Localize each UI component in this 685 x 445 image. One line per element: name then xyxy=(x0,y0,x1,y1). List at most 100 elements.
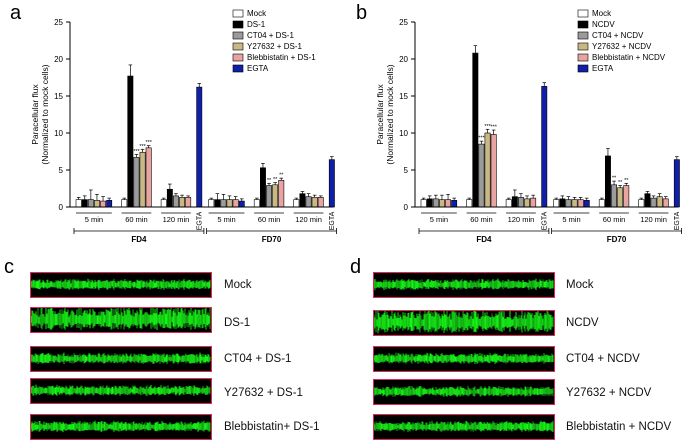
micrograph-label: NCDV xyxy=(566,317,599,329)
egta-label: EGTA xyxy=(329,211,336,230)
bar xyxy=(426,198,433,208)
bar xyxy=(524,198,530,208)
bar xyxy=(259,167,266,208)
timepoint-label: 5 min xyxy=(562,215,580,224)
micrograph-image xyxy=(374,352,554,364)
micrograph-blebbistatin-ncdv xyxy=(373,414,555,440)
micrograph-label: Mock xyxy=(566,279,594,291)
significance-label: *** xyxy=(139,144,146,150)
bar-chart-a: 0 5 10 15 20 25 Paracellular flux (Normalized t… xyxy=(30,9,337,244)
micrograph-label: Blebbistatin + NCDV xyxy=(566,421,672,433)
significance-label: ** xyxy=(279,173,284,179)
group-label: FD70 xyxy=(262,235,282,244)
micrograph-blebbistatin-ds1 xyxy=(30,414,212,440)
micrograph-image xyxy=(31,352,211,365)
panel-letter-d: d xyxy=(350,256,362,278)
y-tick-label: 0 xyxy=(59,203,64,212)
bar xyxy=(266,185,272,208)
micrograph-ds1 xyxy=(30,307,212,333)
significance-label: ** xyxy=(273,177,278,183)
bar xyxy=(638,199,645,208)
bar-egta xyxy=(196,86,203,208)
bar xyxy=(553,199,560,208)
y-tick-label: 5 xyxy=(59,166,64,175)
bar xyxy=(656,196,663,208)
bar xyxy=(559,198,566,208)
legend-label: NCDV xyxy=(592,20,615,29)
micrograph-mock-ncdv xyxy=(373,272,555,298)
timepoint-label: 60 min xyxy=(603,215,626,224)
egta-label: EGTA xyxy=(674,211,681,230)
legend-label: EGTA xyxy=(592,64,614,73)
bar xyxy=(278,180,285,208)
bar xyxy=(478,143,485,208)
bar xyxy=(530,197,537,208)
bar xyxy=(466,199,473,208)
timepoint-label: 120 min xyxy=(508,215,535,224)
bar xyxy=(451,200,458,208)
significance-label: ** xyxy=(612,176,617,182)
y-tick-label: 25 xyxy=(54,18,63,27)
micrograph-ncdv xyxy=(373,310,555,336)
legend-swatch xyxy=(577,42,589,51)
timepoint-label: 120 min xyxy=(640,215,667,224)
micrograph-ct04-ncdv xyxy=(373,346,555,372)
legend-label: Blebbistatin + DS-1 xyxy=(247,53,316,62)
bar xyxy=(445,199,452,208)
bar xyxy=(226,199,233,208)
group-label: FD4 xyxy=(131,235,147,244)
legend-label: Blebbistatin + NCDV xyxy=(592,53,666,62)
bar xyxy=(650,197,657,208)
micrograph-label: CT04 + DS-1 xyxy=(224,353,292,365)
legend-swatch xyxy=(232,9,244,18)
bar xyxy=(565,199,572,208)
micrograph-image xyxy=(374,278,554,291)
bar xyxy=(311,197,318,208)
bar xyxy=(598,199,605,208)
micrograph-image xyxy=(374,311,554,334)
legend-swatch xyxy=(232,64,244,73)
bar xyxy=(75,199,82,208)
bar xyxy=(420,199,427,208)
timepoint-label: 60 min xyxy=(470,215,493,224)
timepoint-label: 120 min xyxy=(295,215,322,224)
micrograph-image xyxy=(31,308,211,331)
bar xyxy=(662,198,669,208)
bar xyxy=(583,200,590,208)
bar xyxy=(484,132,491,208)
bar xyxy=(106,200,113,208)
significance-label: *** xyxy=(145,140,152,146)
bar xyxy=(145,147,152,208)
bar-egta xyxy=(328,159,335,208)
bar xyxy=(238,200,245,208)
micrograph-image xyxy=(374,420,554,433)
bar-chart-b: 0 5 10 15 20 25 Paracellular flux (Normalized t… xyxy=(375,9,682,244)
bar xyxy=(253,199,260,208)
y-axis-label: (Normalized to mock cells) xyxy=(385,64,395,164)
legend-swatch xyxy=(577,64,589,73)
bar xyxy=(173,195,179,208)
bar xyxy=(505,199,512,208)
bar xyxy=(81,199,88,208)
bar-egta xyxy=(541,86,548,208)
bar xyxy=(490,134,497,208)
y-axis-label: Paracellular flux xyxy=(30,84,40,145)
bar xyxy=(571,199,578,208)
bar xyxy=(160,199,167,208)
micrograph-image xyxy=(374,385,554,397)
timepoint-label: 5 min xyxy=(430,215,448,224)
egta-label: EGTA xyxy=(541,211,548,230)
legend-swatch xyxy=(577,20,589,29)
bar xyxy=(299,193,306,208)
significance-label: ** xyxy=(624,178,629,184)
bar xyxy=(305,196,312,208)
bar xyxy=(611,184,617,208)
micrograph-mock-ds1 xyxy=(30,272,212,298)
bar xyxy=(208,199,215,208)
bar xyxy=(623,185,630,208)
micrograph-image xyxy=(31,384,211,396)
bar xyxy=(604,155,611,208)
timepoint-label: 5 min xyxy=(85,215,103,224)
timepoint-label: 5 min xyxy=(217,215,235,224)
